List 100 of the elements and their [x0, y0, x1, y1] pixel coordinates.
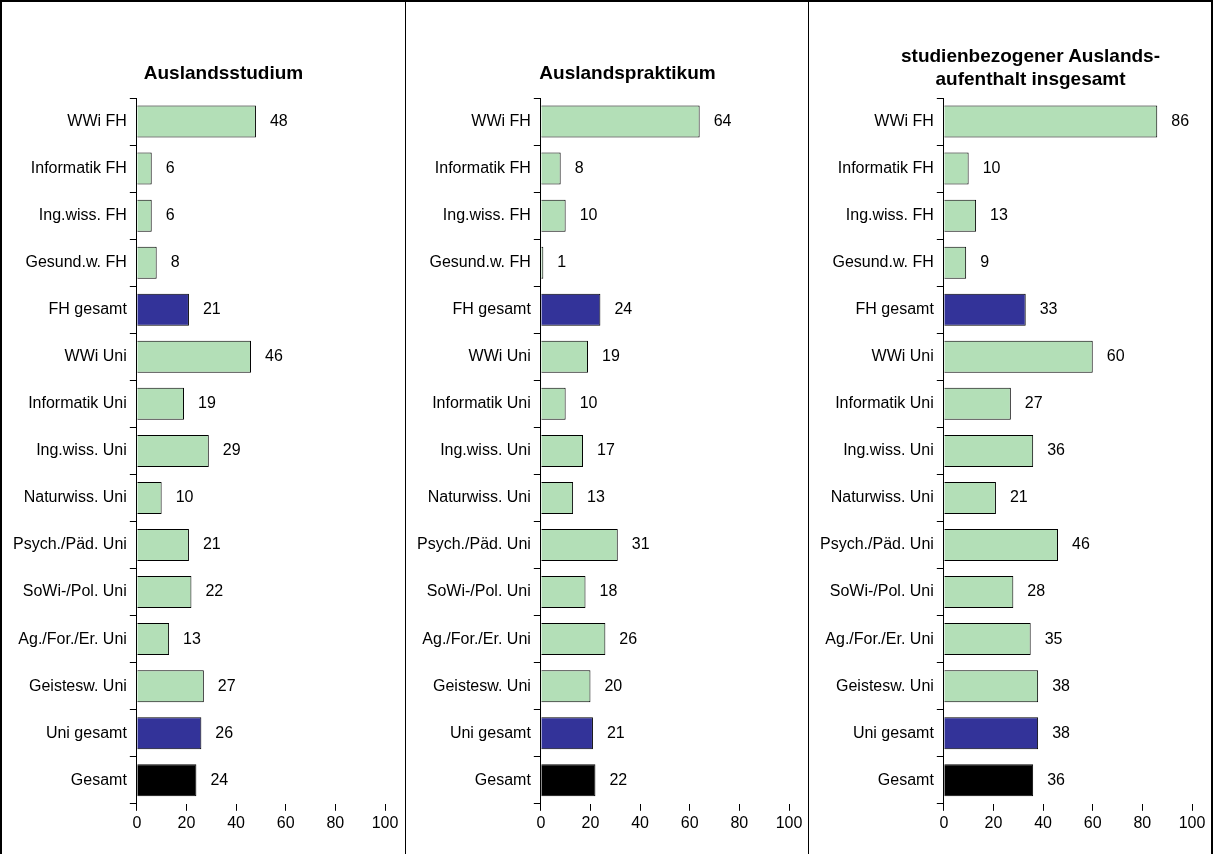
y-tick-label: Uni gesamt	[45, 723, 128, 741]
y-tick-label: Informatik FH	[434, 158, 531, 176]
data-label: 64	[713, 111, 732, 129]
data-label: 8	[170, 253, 180, 271]
data-label: 10	[579, 206, 598, 224]
x-tick-label: 60	[1083, 813, 1102, 831]
data-label: 22	[609, 770, 628, 788]
data-label: 19	[197, 394, 216, 412]
data-label: 46	[264, 347, 283, 365]
y-tick-label: Ag./For./Er. Uni	[18, 629, 127, 647]
y-tick-label: Psych./Päd. Uni	[820, 535, 934, 553]
data-label: 21	[202, 300, 221, 318]
y-tick-label: WWi Uni	[871, 347, 934, 365]
data-label: 1	[557, 253, 567, 271]
y-tick-label: Ing.wiss. Uni	[440, 441, 531, 459]
data-label: 26	[215, 723, 234, 741]
data-label: 21	[1009, 488, 1028, 506]
data-label: 33	[1039, 300, 1058, 318]
y-tick-label: FH gesamt	[855, 300, 935, 318]
data-label: 9	[980, 253, 990, 271]
chart-title: Auslandsstudium	[143, 62, 304, 84]
x-tick-label: 60	[276, 813, 295, 831]
data-label: 17	[597, 441, 615, 459]
data-label: 10	[579, 394, 598, 412]
x-tick-label: 40	[631, 813, 650, 831]
data-label: 21	[202, 535, 221, 553]
y-tick-label: SoWi-/Pol. Uni	[22, 582, 127, 600]
data-label: 35	[1044, 629, 1063, 647]
y-tick-label: WWi Uni	[468, 347, 531, 365]
x-tick-label: 100	[371, 813, 399, 831]
y-tick-label: Informatik FH	[30, 158, 127, 176]
y-tick-label: Informatik FH	[837, 158, 934, 176]
y-tick-label: Psych./Päd. Uni	[417, 535, 531, 553]
data-label: 27	[217, 676, 236, 694]
y-tick-label: Naturwiss. Uni	[23, 488, 127, 506]
y-tick-label: Informatik Uni	[835, 394, 934, 412]
data-label: 13	[587, 488, 605, 506]
y-tick-label: SoWi-/Pol. Uni	[829, 582, 934, 600]
x-tick-label: 60	[680, 813, 699, 831]
data-label: 28	[1027, 582, 1046, 600]
y-tick-label: Ing.wiss. FH	[38, 206, 127, 224]
y-tick-label: WWi Uni	[64, 347, 127, 365]
data-label: 10	[175, 488, 194, 506]
x-tick-label: 40	[1034, 813, 1053, 831]
y-tick-label: Geistesw. Uni	[29, 676, 127, 694]
data-label: 38	[1052, 723, 1071, 741]
data-label: 20	[604, 676, 623, 694]
data-label: 36	[1047, 770, 1066, 788]
y-tick-label: Uni gesamt	[449, 723, 532, 741]
data-label: 21	[606, 723, 625, 741]
y-tick-label: Ing.wiss. FH	[845, 206, 934, 224]
x-tick-label: 80	[1133, 813, 1152, 831]
x-tick-label: 100	[775, 813, 803, 831]
x-tick-label: 20	[177, 813, 196, 831]
chart-title: Auslandspraktikum	[539, 62, 716, 84]
data-label: 27	[1024, 394, 1043, 412]
y-tick-label: Informatik Uni	[432, 394, 531, 412]
data-label: 19	[601, 347, 620, 365]
y-tick-label: Naturwiss. Uni	[427, 488, 531, 506]
data-label: 8	[574, 158, 584, 176]
x-tick-label: 0	[939, 813, 949, 831]
chart-title: studienbezogener Auslands- aufenthalt insgesamt	[901, 45, 1160, 90]
y-tick-label: Ing.wiss. Uni	[36, 441, 127, 459]
x-tick-label: 20	[984, 813, 1003, 831]
x-tick-label: 100	[1178, 813, 1206, 831]
x-tick-label: 0	[132, 813, 142, 831]
x-tick-label: 40	[227, 813, 246, 831]
x-tick-label: 80	[730, 813, 749, 831]
y-tick-label: WWi FH	[874, 111, 934, 129]
x-tick-label: 80	[326, 813, 345, 831]
data-label: 38	[1052, 676, 1071, 694]
y-tick-label: Gesund.w. FH	[429, 253, 531, 271]
y-tick-label: Naturwiss. Uni	[830, 488, 934, 506]
y-tick-label: WWi FH	[67, 111, 127, 129]
data-label: 60	[1106, 347, 1125, 365]
x-tick-label: 0	[536, 813, 546, 831]
data-label: 31	[631, 535, 650, 553]
y-tick-label: Gesamt	[877, 770, 935, 788]
data-label: 18	[599, 582, 618, 600]
data-label: 48	[269, 111, 288, 129]
y-tick-label: SoWi-/Pol. Uni	[426, 582, 531, 600]
y-tick-label: Psych./Päd. Uni	[13, 535, 127, 553]
y-tick-label: FH gesamt	[48, 300, 128, 318]
y-tick-label: Informatik Uni	[28, 394, 127, 412]
y-tick-label: Gesund.w. FH	[832, 253, 934, 271]
y-tick-label: WWi FH	[471, 111, 531, 129]
x-tick-label: 20	[581, 813, 600, 831]
y-tick-label: Gesamt	[474, 770, 532, 788]
data-label: 26	[619, 629, 638, 647]
y-tick-label: Ag./For./Er. Uni	[422, 629, 531, 647]
y-tick-label: Geistesw. Uni	[433, 676, 531, 694]
y-tick-label: Ing.wiss. Uni	[843, 441, 934, 459]
data-label: 10	[982, 158, 1001, 176]
y-tick-label: Geistesw. Uni	[836, 676, 934, 694]
y-tick-label: Gesund.w. FH	[25, 253, 127, 271]
y-tick-label: FH gesamt	[452, 300, 532, 318]
y-tick-label: Ag./For./Er. Uni	[825, 629, 934, 647]
data-label: 24	[614, 300, 633, 318]
data-label: 36	[1047, 441, 1066, 459]
data-label: 29	[222, 441, 241, 459]
